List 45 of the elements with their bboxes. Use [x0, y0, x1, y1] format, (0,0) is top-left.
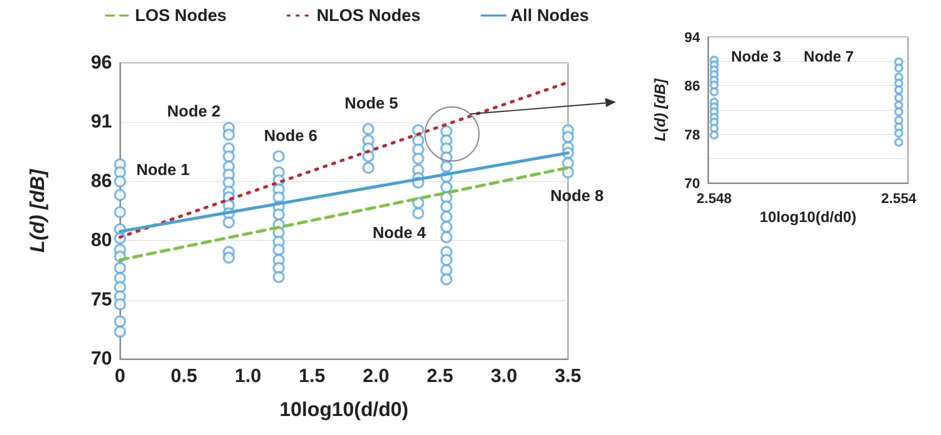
y-tick-label: 80	[90, 230, 112, 252]
point	[894, 85, 904, 94]
point	[894, 100, 904, 110]
point	[710, 130, 719, 140]
annotation: Node 1	[136, 162, 190, 179]
annotation: Node 3	[731, 48, 782, 66]
x-axis-title: 10log10(d/d0)	[280, 399, 408, 421]
y-tick-label: 78	[684, 126, 700, 142]
point	[894, 107, 904, 116]
y-tick-label: 86	[90, 170, 112, 192]
x-tick-label: 3.5	[554, 366, 582, 387]
annotation: Node 7	[804, 48, 854, 66]
y-tick-label: 96	[90, 52, 112, 74]
point	[894, 93, 904, 102]
x-tick-label: 2.0	[362, 366, 390, 387]
x-tick-label: 1.5	[298, 366, 326, 387]
y-tick-label: 70	[684, 175, 700, 191]
legend-label: LOS Nodes	[135, 6, 227, 25]
y-tick-label: 94	[684, 29, 700, 45]
x-tick-label: 0	[114, 366, 126, 387]
y-axis-title: L(d) [dB]	[652, 78, 669, 142]
point	[710, 87, 719, 96]
legend-label: NLOS Nodes	[316, 6, 421, 25]
y-tick-label: 70	[90, 348, 112, 370]
x-tick-label: 2.548	[696, 190, 732, 206]
point	[894, 128, 904, 138]
y-tick-label: 86	[684, 78, 700, 94]
x-tick-label: 0.5	[170, 366, 198, 387]
point	[894, 64, 904, 73]
y-axis-title: L(d) [dB]	[27, 168, 49, 253]
x-tick-label: 2.5	[426, 366, 454, 387]
point	[894, 138, 904, 147]
annotation: Node 8	[550, 188, 604, 205]
y-tick-label: 75	[90, 289, 112, 310]
annotation: Node 4	[372, 224, 426, 242]
x-axis-title: 10log10(d/d0)	[760, 208, 856, 226]
x-tick-label: 3.0	[490, 366, 518, 387]
annotation: Node 5	[344, 96, 398, 113]
x-tick-label: 2.554	[881, 190, 916, 206]
legend-label: All Nodes	[510, 6, 589, 25]
y-tick-label: 91	[90, 112, 112, 133]
annotation: Node 6	[264, 128, 318, 145]
x-tick-label: 1.0	[234, 366, 262, 387]
point	[710, 80, 719, 90]
annotation: Node 2	[167, 103, 221, 120]
